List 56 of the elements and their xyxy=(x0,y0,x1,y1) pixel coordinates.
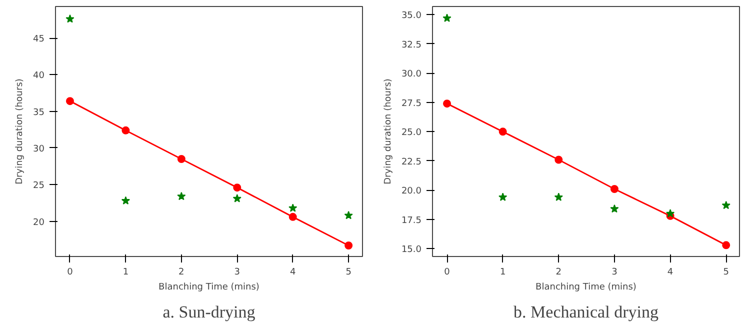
text: b. Mechanical drying xyxy=(514,302,659,322)
point xyxy=(722,241,730,250)
x-tick-label: 1 xyxy=(122,268,129,278)
y-tick-label: 20 xyxy=(33,218,45,228)
point xyxy=(722,200,730,210)
y-tick-label: 30.0 xyxy=(401,70,422,80)
y-tick-label: 25 xyxy=(33,181,44,192)
point xyxy=(288,212,297,221)
y-tick-label: 30 xyxy=(33,144,45,154)
point xyxy=(233,184,242,192)
y-tick-label: 27.5 xyxy=(401,98,422,109)
point xyxy=(442,14,452,22)
point xyxy=(554,192,563,201)
y-tick-label: 25.0 xyxy=(401,128,422,138)
y-tick-label: 35 xyxy=(33,108,44,118)
point xyxy=(122,126,130,134)
y-tick-label: 45 xyxy=(33,34,44,45)
point xyxy=(498,192,508,201)
x-tick-label: 2 xyxy=(556,268,562,278)
point xyxy=(498,128,507,136)
x-tick-label: 3 xyxy=(234,268,240,278)
x-tick-label: 4 xyxy=(290,268,296,278)
x-tick-label: 1 xyxy=(500,268,506,278)
x-tick-label: 3 xyxy=(612,268,618,278)
x-tick-label: 5 xyxy=(723,268,729,278)
x-tick-label: 5 xyxy=(346,268,352,278)
x-axis-title: Blanching Time (mins) xyxy=(536,282,636,292)
y-axis-title: Drying duration (hours) xyxy=(15,78,26,184)
y-tick-label: 22.5 xyxy=(401,157,422,168)
point xyxy=(443,100,452,108)
point xyxy=(344,210,353,220)
point xyxy=(344,242,353,250)
point xyxy=(177,155,186,163)
y-tick-label: 17.5 xyxy=(401,216,422,226)
point xyxy=(66,97,74,106)
point xyxy=(610,185,618,193)
y-tick-label: 35.0 xyxy=(401,11,422,22)
point xyxy=(554,156,563,164)
x-tick-label: 4 xyxy=(667,268,674,278)
x-tick-label: 0 xyxy=(67,268,74,278)
y-tick-label: 40 xyxy=(33,71,45,82)
y-tick-label: 15.0 xyxy=(401,245,422,256)
x-axis-title: Blanching Time (mins) xyxy=(158,282,260,292)
y-tick-label: 20.0 xyxy=(401,186,422,197)
point xyxy=(666,209,675,218)
point xyxy=(232,194,242,202)
point xyxy=(66,14,74,23)
x-tick-label: 2 xyxy=(178,268,184,278)
y-axis-title: Drying duration (hours) xyxy=(383,78,394,184)
point xyxy=(288,204,298,212)
point xyxy=(177,192,186,200)
point xyxy=(610,204,619,213)
x-tick-label: 0 xyxy=(444,268,450,278)
text: a. Sun-drying xyxy=(162,302,256,322)
point xyxy=(121,196,130,205)
y-tick-label: 32.5 xyxy=(401,40,422,50)
